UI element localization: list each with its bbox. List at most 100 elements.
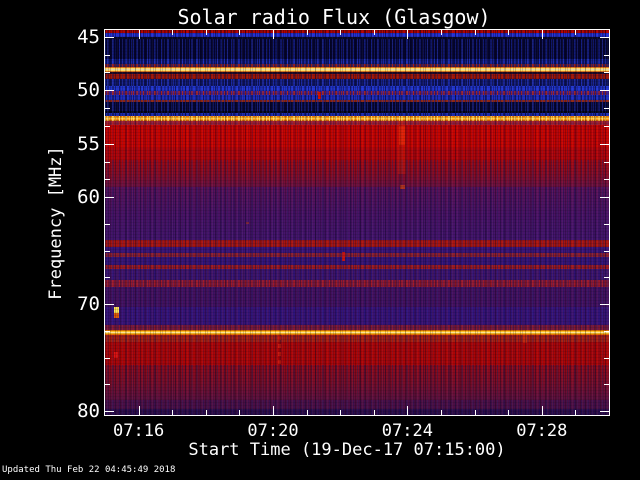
spectrogram-band — [105, 99, 609, 103]
axis-tick — [407, 30, 408, 39]
axis-tick — [604, 126, 609, 127]
y-tick-label: 80 — [77, 400, 100, 423]
axis-tick — [604, 358, 609, 359]
spectrogram-event-orange-spot-0715-71.1MHz — [114, 312, 120, 318]
spectrogram-band — [105, 59, 609, 65]
spectrogram-band — [105, 110, 609, 113]
spectrogram-band — [105, 102, 609, 111]
axis-tick — [206, 410, 207, 415]
axis-tick — [105, 126, 110, 127]
axis-tick — [105, 331, 110, 332]
spectrogram-band — [105, 335, 609, 343]
spectrogram-band — [105, 247, 609, 253]
spectrogram-band — [105, 148, 609, 161]
axis-tick — [374, 30, 375, 35]
axis-tick — [273, 406, 274, 415]
x-tick-label: 07:24 — [381, 421, 433, 441]
spectrogram-band — [105, 240, 609, 248]
axis-tick — [542, 30, 543, 39]
axis-tick — [105, 197, 114, 198]
axis-tick — [340, 410, 341, 415]
axis-tick — [105, 55, 110, 56]
axis-tick — [172, 410, 173, 415]
axis-tick — [600, 90, 609, 91]
spectrogram-band — [105, 160, 609, 188]
x-tick-label: 07:16 — [113, 421, 165, 441]
y-axis-label: Frequency [MHz] — [46, 146, 66, 300]
axis-tick — [105, 179, 110, 180]
spectrogram-band — [105, 30, 609, 33]
axis-tick — [604, 224, 609, 225]
spectrogram-band — [105, 66, 609, 72]
axis-tick — [604, 251, 609, 252]
spectrogram-band — [105, 257, 609, 266]
spectrogram-band — [105, 38, 609, 60]
y-tick-label: 70 — [77, 293, 100, 316]
axis-tick — [239, 30, 240, 35]
axis-tick — [105, 72, 110, 73]
spectrogram-event-yellow-spot-0715-70.5MHz — [114, 306, 120, 313]
axis-tick — [600, 411, 609, 412]
axis-tick — [600, 144, 609, 145]
axis-tick — [105, 384, 110, 385]
spectrogram-band — [105, 85, 609, 92]
axis-tick — [206, 30, 207, 35]
y-tick-label: 50 — [77, 79, 100, 102]
spectrogram-event-vertical-streak-0724 — [397, 121, 407, 174]
y-tick-label: 60 — [77, 186, 100, 209]
axis-tick — [105, 277, 110, 278]
axis-tick — [604, 108, 609, 109]
axis-tick — [105, 108, 110, 109]
axis-tick — [508, 30, 509, 35]
axis-tick — [604, 179, 609, 180]
axis-tick — [600, 37, 609, 38]
spectrogram-band — [105, 365, 609, 401]
axis-tick — [604, 162, 609, 163]
updated-timestamp: Updated Thu Feb 22 04:45:49 2018 — [2, 465, 176, 475]
axis-tick — [105, 90, 114, 91]
x-tick-label: 07:20 — [247, 421, 299, 441]
axis-tick — [600, 197, 609, 198]
spectrogram-band — [105, 409, 609, 415]
axis-tick — [604, 55, 609, 56]
axis-tick — [407, 406, 408, 415]
axis-tick — [239, 410, 240, 415]
axis-tick — [105, 304, 114, 305]
axis-tick — [508, 410, 509, 415]
axis-tick — [600, 304, 609, 305]
axis-tick — [575, 410, 576, 415]
spectrogram-band — [105, 287, 609, 308]
spectrogram-band — [105, 280, 609, 288]
axis-tick — [441, 30, 442, 35]
axis-tick — [105, 358, 110, 359]
spectrogram-band — [105, 36, 609, 39]
spectrogram-event-red-spot-0715-74.8MHz — [114, 352, 119, 359]
spectrogram-band — [105, 115, 609, 121]
spectrogram-event-dashed-streak-0720 — [278, 335, 281, 368]
axis-tick — [307, 30, 308, 35]
axis-tick — [604, 384, 609, 385]
axis-tick — [105, 224, 110, 225]
spectrogram-band — [105, 112, 609, 116]
spectrogram-event-vertical-streak-core-0724 — [399, 125, 406, 145]
axis-tick — [604, 72, 609, 73]
axis-tick — [105, 162, 110, 163]
axis-tick — [139, 406, 140, 415]
axis-tick — [475, 410, 476, 415]
axis-tick — [273, 30, 274, 39]
x-axis-label: Start Time (19-Dec-17 07:15:00) — [188, 440, 506, 460]
spectrogram-band — [105, 329, 609, 336]
axis-tick — [307, 410, 308, 415]
axis-tick — [604, 277, 609, 278]
axis-tick — [441, 410, 442, 415]
spectrogram-band — [105, 265, 609, 269]
spectrogram-event-red-dash-0722-65.5MHz — [341, 252, 345, 261]
axis-tick — [172, 30, 173, 35]
axis-tick — [475, 30, 476, 35]
axis-tick — [105, 37, 114, 38]
spectrogram-band — [105, 120, 609, 126]
spectrogram-band — [105, 268, 609, 281]
spectrogram-band — [105, 91, 609, 95]
spectrogram-event-faint-dash-0727 — [523, 335, 527, 343]
